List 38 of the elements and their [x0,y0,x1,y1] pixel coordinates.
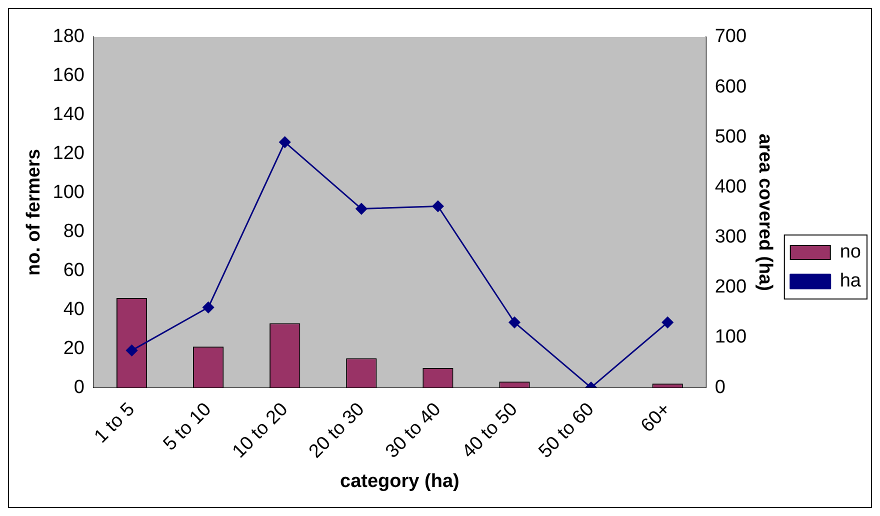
x-tick-label: 60+ [637,398,675,437]
legend-label: no [840,242,862,263]
y2-tick-label: 400 [714,176,747,198]
y-tick-label: 180 [52,26,84,48]
y-tick-label: 0 [74,376,84,398]
point [356,203,368,215]
point [662,316,674,328]
y2-axis-title: area covered (ha) [754,134,776,291]
x-axis-title: category (ha) [340,470,460,492]
y2-tick-label: 200 [714,276,747,298]
point [432,200,444,212]
y2-tick-label: 300 [714,226,747,248]
y2-tick-label: 0 [714,376,726,398]
y-tick-label: 20 [63,338,84,359]
y-tick-label: 160 [52,65,84,86]
y2-tick-label: 600 [714,76,747,98]
point [508,316,520,328]
y-tick-label: 120 [52,143,84,164]
x-tick-label: 50 to 60 [534,398,598,462]
y-axis-title: no. of fermers [24,148,45,276]
point [202,302,214,314]
y-tick-label: 40 [63,298,84,320]
x-tick-label: 30 to 40 [382,398,446,462]
y-tick-label: 80 [63,220,84,242]
point [126,344,138,356]
y-tick-label: 60 [63,260,84,281]
y-tick-label: 140 [52,104,84,126]
y2-tick-label: 500 [714,126,747,148]
x-tick-label: 5 to 10 [160,398,216,455]
x-tick-label: 10 to 20 [228,398,292,462]
x-tick-label: 40 to 50 [458,398,522,462]
y2-tick-label: 700 [714,26,747,48]
point [279,136,291,148]
y2-tick-label: 100 [714,326,747,348]
y-tick-label: 100 [52,182,84,204]
legend-label: ha [840,270,862,292]
x-tick-label: 20 to 30 [305,398,369,462]
x-tick-label: 1 to 5 [90,398,140,448]
